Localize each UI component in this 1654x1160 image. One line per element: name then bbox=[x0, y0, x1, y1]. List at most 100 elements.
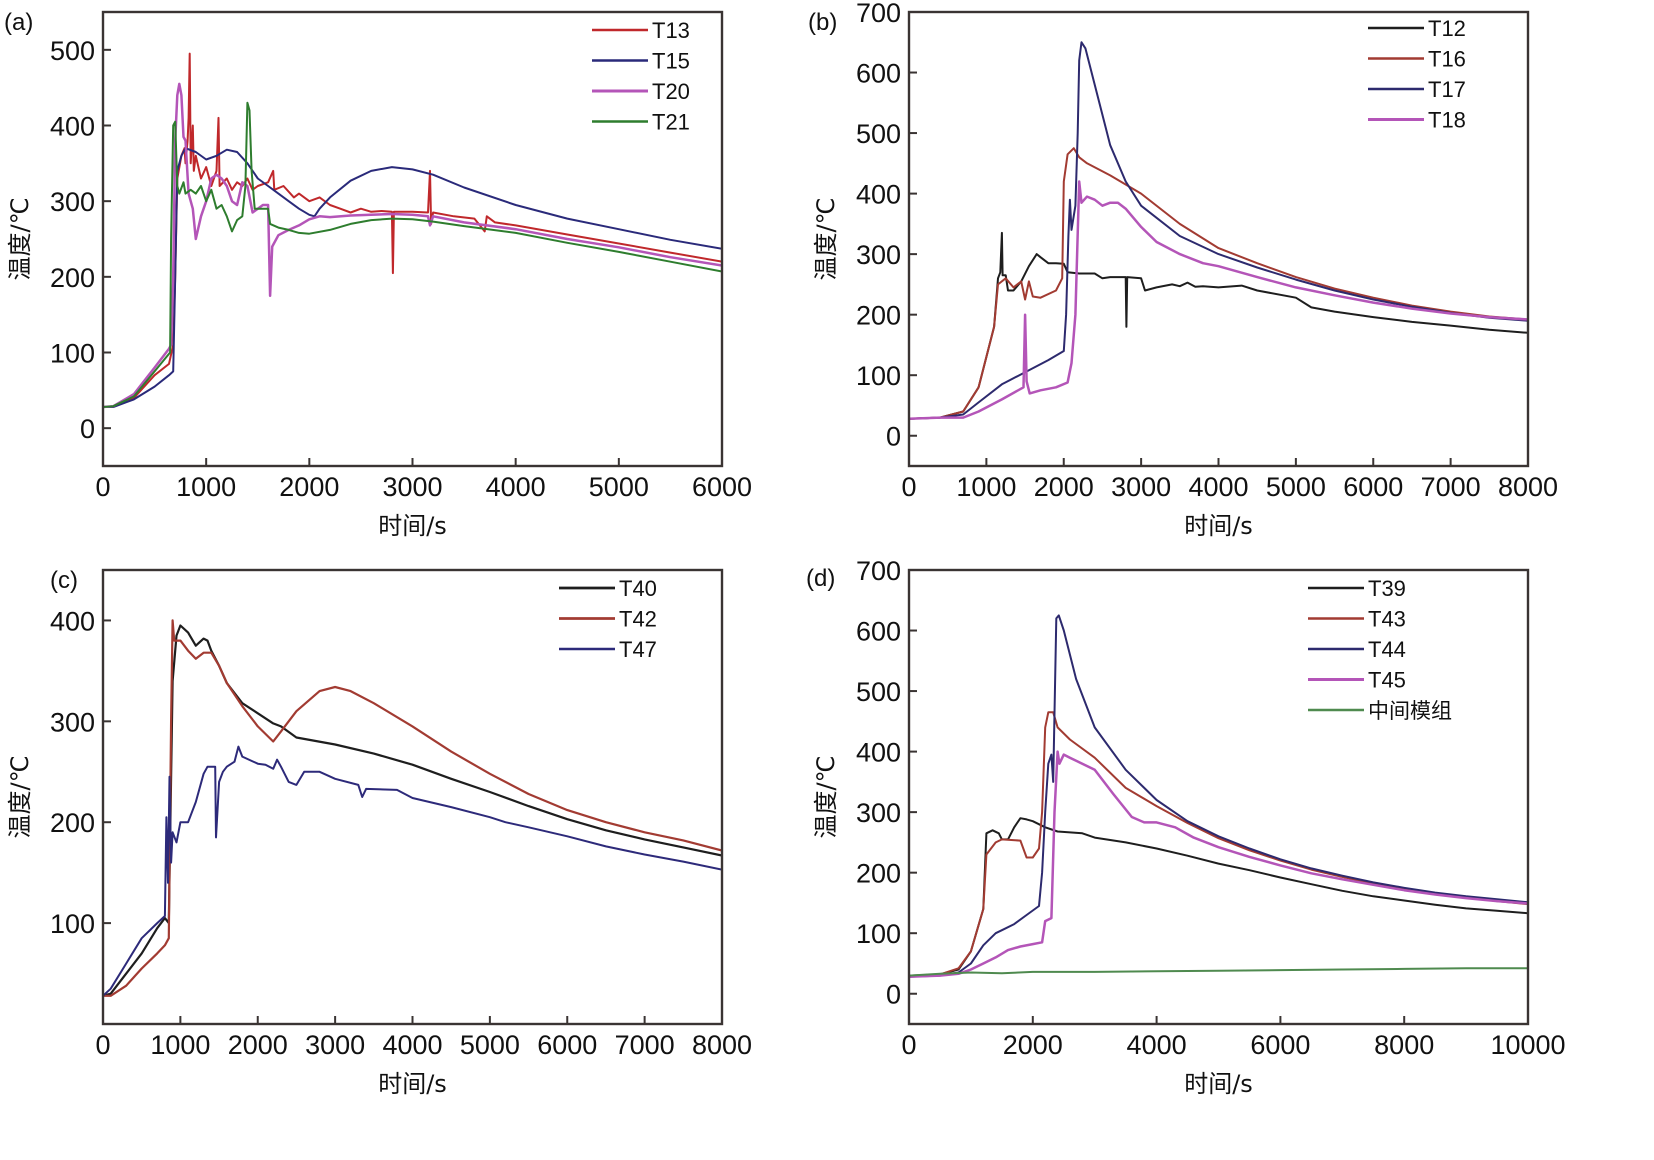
y-tick-label: 200 bbox=[50, 263, 95, 293]
x-tick-label: 0 bbox=[95, 472, 110, 502]
series-line-T21 bbox=[103, 101, 722, 408]
series-line-T17 bbox=[909, 41, 1528, 420]
y-tick-label: 600 bbox=[856, 59, 901, 89]
x-tick-label: 8000 bbox=[1374, 1030, 1434, 1060]
y-tick-label: 500 bbox=[856, 677, 901, 707]
y-tick-label: 200 bbox=[50, 808, 95, 838]
panel-label: (d) bbox=[806, 565, 835, 592]
x-tick-label: 2000 bbox=[279, 472, 339, 502]
x-tick-label: 2000 bbox=[1003, 1030, 1063, 1060]
x-tick-label: 1000 bbox=[956, 472, 1016, 502]
series-line-T18 bbox=[909, 180, 1528, 421]
x-axis-title: 时间/s bbox=[1184, 1070, 1253, 1098]
x-tick-label: 4000 bbox=[486, 472, 546, 502]
x-tick-label: 3000 bbox=[1111, 472, 1171, 502]
legend-label: T17 bbox=[1428, 77, 1466, 102]
y-tick-label: 400 bbox=[856, 738, 901, 768]
y-tick-label: 0 bbox=[886, 980, 901, 1010]
legend-label: T42 bbox=[619, 607, 657, 632]
legend-label: T12 bbox=[1428, 16, 1466, 41]
x-tick-label: 5000 bbox=[460, 1030, 520, 1060]
series-group bbox=[103, 619, 722, 997]
panel-label: (b) bbox=[808, 9, 837, 36]
panel-label: (a) bbox=[4, 9, 33, 36]
x-tick-label: 7000 bbox=[615, 1030, 675, 1060]
legend: T40 T42 T47 bbox=[559, 576, 657, 662]
x-tick-label: 5000 bbox=[1266, 472, 1326, 502]
y-tick-label: 600 bbox=[856, 617, 901, 647]
x-tick-label: 6000 bbox=[692, 472, 752, 502]
panel-b: 0 1000 2000 3000 4000 5000 6000 7000 8000 0 100 200… bbox=[808, 0, 1558, 540]
y-tick-label: 100 bbox=[856, 361, 901, 391]
x-axis-title: 时间/s bbox=[378, 512, 447, 540]
x-tick-label: 6000 bbox=[1343, 472, 1403, 502]
series-line-中间模组 bbox=[909, 967, 1528, 977]
y-tick-label: 500 bbox=[856, 119, 901, 149]
y-tick-label: 300 bbox=[856, 240, 901, 270]
x-tick-label: 4000 bbox=[382, 1030, 442, 1060]
x-tick-label: 10000 bbox=[1490, 1030, 1565, 1060]
legend-label: T15 bbox=[652, 49, 690, 74]
y-tick-label: 300 bbox=[50, 187, 95, 217]
legend-label: T13 bbox=[652, 18, 690, 43]
panel-c: 0 1000 2000 3000 4000 5000 6000 7000 8000 100 200 3… bbox=[6, 567, 752, 1098]
x-tick-label: 2000 bbox=[228, 1030, 288, 1060]
series-line-T42 bbox=[103, 619, 722, 997]
series-group bbox=[909, 614, 1528, 979]
x-tick-label: 6000 bbox=[537, 1030, 597, 1060]
y-tick-label: 300 bbox=[50, 707, 95, 737]
y-tick-label: 400 bbox=[856, 180, 901, 210]
y-tick-label: 700 bbox=[856, 0, 901, 28]
y-tick-label: 200 bbox=[856, 301, 901, 331]
series-line-T15 bbox=[103, 147, 722, 408]
legend: T39 T43 T44 T45 中间模组 bbox=[1308, 576, 1452, 723]
y-tick-label: 0 bbox=[886, 422, 901, 452]
x-tick-label: 3000 bbox=[305, 1030, 365, 1060]
x-tick-label: 4000 bbox=[1188, 472, 1248, 502]
y-tick-label: 400 bbox=[50, 112, 95, 142]
legend-label: T18 bbox=[1428, 108, 1466, 133]
legend-label: T16 bbox=[1428, 47, 1466, 72]
y-axis-title: 温度/℃ bbox=[6, 755, 34, 838]
legend: T12 T16 T17 T18 bbox=[1368, 16, 1466, 133]
series-group bbox=[909, 41, 1528, 421]
x-axis-title: 时间/s bbox=[1184, 512, 1253, 540]
legend: T13 T15 T20 T21 bbox=[592, 18, 690, 135]
legend-label: 中间模组 bbox=[1368, 699, 1452, 723]
panel-d: 0 2000 4000 6000 8000 10000 0 100 200 300 400 500 60… bbox=[806, 556, 1566, 1098]
plot-frame bbox=[907, 568, 1530, 1026]
legend-label: T20 bbox=[652, 79, 690, 104]
series-line-T16 bbox=[909, 147, 1528, 420]
series-line-T44 bbox=[909, 614, 1528, 978]
y-tick-label: 400 bbox=[50, 606, 95, 636]
series-line-T45 bbox=[909, 750, 1528, 979]
x-tick-label: 1000 bbox=[150, 1030, 210, 1060]
y-axis-title: 温度/℃ bbox=[812, 197, 840, 280]
x-tick-label: 8000 bbox=[1498, 472, 1558, 502]
series-group bbox=[103, 52, 722, 409]
series-line-T12 bbox=[909, 231, 1528, 420]
y-tick-label: 200 bbox=[856, 859, 901, 889]
legend-label: T47 bbox=[619, 637, 657, 662]
x-tick-label: 0 bbox=[95, 1030, 110, 1060]
x-tick-label: 7000 bbox=[1421, 472, 1481, 502]
legend-label: T40 bbox=[619, 576, 657, 601]
panel-a: 0 1000 2000 3000 4000 5000 6000 0 100 200 300 400 50… bbox=[4, 9, 752, 540]
legend-label: T39 bbox=[1368, 576, 1406, 601]
y-tick-label: 500 bbox=[50, 36, 95, 66]
y-tick-label: 100 bbox=[856, 919, 901, 949]
y-axis-title: 温度/℃ bbox=[812, 755, 840, 838]
series-line-T47 bbox=[103, 745, 722, 997]
series-line-T40 bbox=[103, 624, 722, 997]
legend-label: T43 bbox=[1368, 607, 1406, 632]
y-tick-label: 100 bbox=[50, 909, 95, 939]
y-tick-label: 0 bbox=[80, 414, 95, 444]
panel-label: (c) bbox=[50, 567, 78, 594]
series-line-T20 bbox=[103, 82, 722, 409]
x-tick-label: 3000 bbox=[382, 472, 442, 502]
x-tick-label: 2000 bbox=[1034, 472, 1094, 502]
y-tick-label: 700 bbox=[856, 556, 901, 586]
x-tick-label: 6000 bbox=[1250, 1030, 1310, 1060]
y-tick-label: 300 bbox=[856, 798, 901, 828]
